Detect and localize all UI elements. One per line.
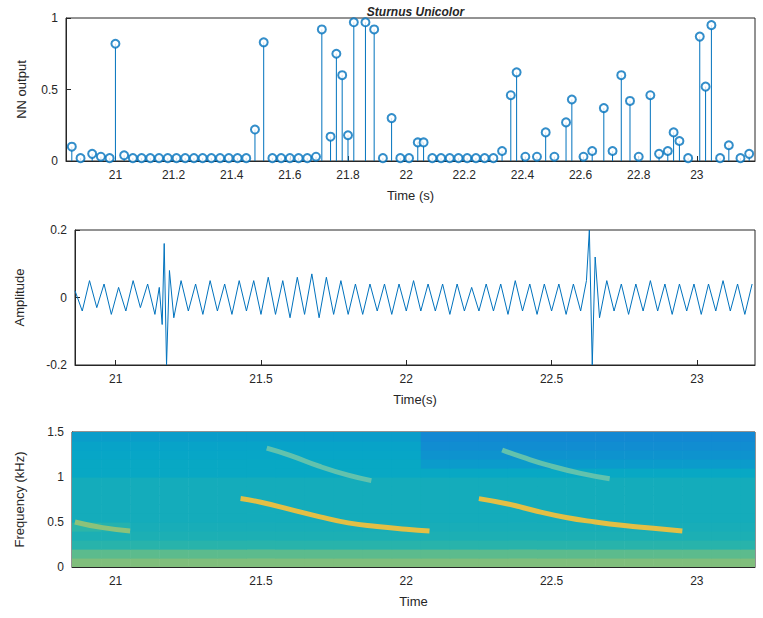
svg-text:Time: Time bbox=[399, 594, 427, 609]
svg-text:21.8: 21.8 bbox=[336, 168, 360, 182]
svg-text:0.5: 0.5 bbox=[47, 515, 64, 529]
svg-text:22: 22 bbox=[399, 168, 413, 182]
svg-text:0: 0 bbox=[57, 560, 64, 574]
svg-text:22: 22 bbox=[400, 574, 414, 588]
svg-text:21.5: 21.5 bbox=[249, 574, 273, 588]
svg-text:1: 1 bbox=[57, 470, 64, 484]
svg-text:23: 23 bbox=[690, 372, 704, 386]
svg-text:21: 21 bbox=[109, 372, 123, 386]
svg-text:22.4: 22.4 bbox=[511, 168, 535, 182]
svg-text:0.2: 0.2 bbox=[50, 223, 67, 237]
svg-text:0: 0 bbox=[60, 291, 67, 305]
svg-text:Time (s): Time (s) bbox=[387, 188, 434, 203]
svg-text:Frequency (kHz): Frequency (kHz) bbox=[12, 451, 27, 547]
svg-text:NN output: NN output bbox=[14, 60, 29, 119]
svg-text:22.6: 22.6 bbox=[569, 168, 593, 182]
svg-text:21.6: 21.6 bbox=[278, 168, 302, 182]
svg-text:22: 22 bbox=[400, 372, 414, 386]
svg-text:21.2: 21.2 bbox=[162, 168, 186, 182]
svg-text:-0.2: -0.2 bbox=[46, 358, 67, 372]
svg-text:Sturnus Unicolor: Sturnus Unicolor bbox=[367, 5, 466, 19]
svg-text:22.8: 22.8 bbox=[627, 168, 651, 182]
svg-text:23: 23 bbox=[690, 574, 704, 588]
svg-text:21: 21 bbox=[109, 168, 123, 182]
svg-text:21.5: 21.5 bbox=[249, 372, 273, 386]
svg-text:22.5: 22.5 bbox=[540, 372, 564, 386]
svg-text:Amplitude: Amplitude bbox=[12, 269, 27, 327]
svg-text:21: 21 bbox=[109, 574, 123, 588]
svg-text:21.4: 21.4 bbox=[220, 168, 244, 182]
svg-text:22.2: 22.2 bbox=[453, 168, 477, 182]
svg-text:23: 23 bbox=[690, 168, 704, 182]
svg-text:1.5: 1.5 bbox=[47, 425, 64, 439]
svg-text:Time(s): Time(s) bbox=[393, 392, 437, 407]
svg-text:0: 0 bbox=[51, 154, 58, 168]
svg-text:22.5: 22.5 bbox=[540, 574, 564, 588]
svg-text:0.5: 0.5 bbox=[41, 83, 58, 97]
svg-text:1: 1 bbox=[51, 11, 58, 25]
